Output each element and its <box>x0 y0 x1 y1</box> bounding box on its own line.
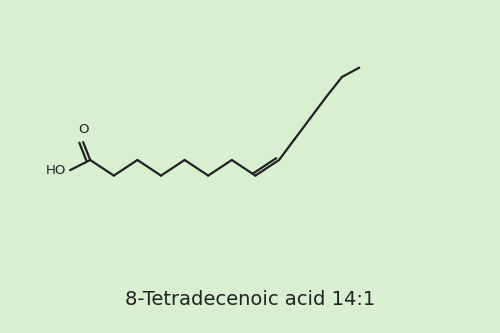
Text: 8-Tetradecenoic acid 14:1: 8-Tetradecenoic acid 14:1 <box>125 290 375 309</box>
Text: O: O <box>78 123 88 136</box>
Text: HO: HO <box>46 164 66 176</box>
